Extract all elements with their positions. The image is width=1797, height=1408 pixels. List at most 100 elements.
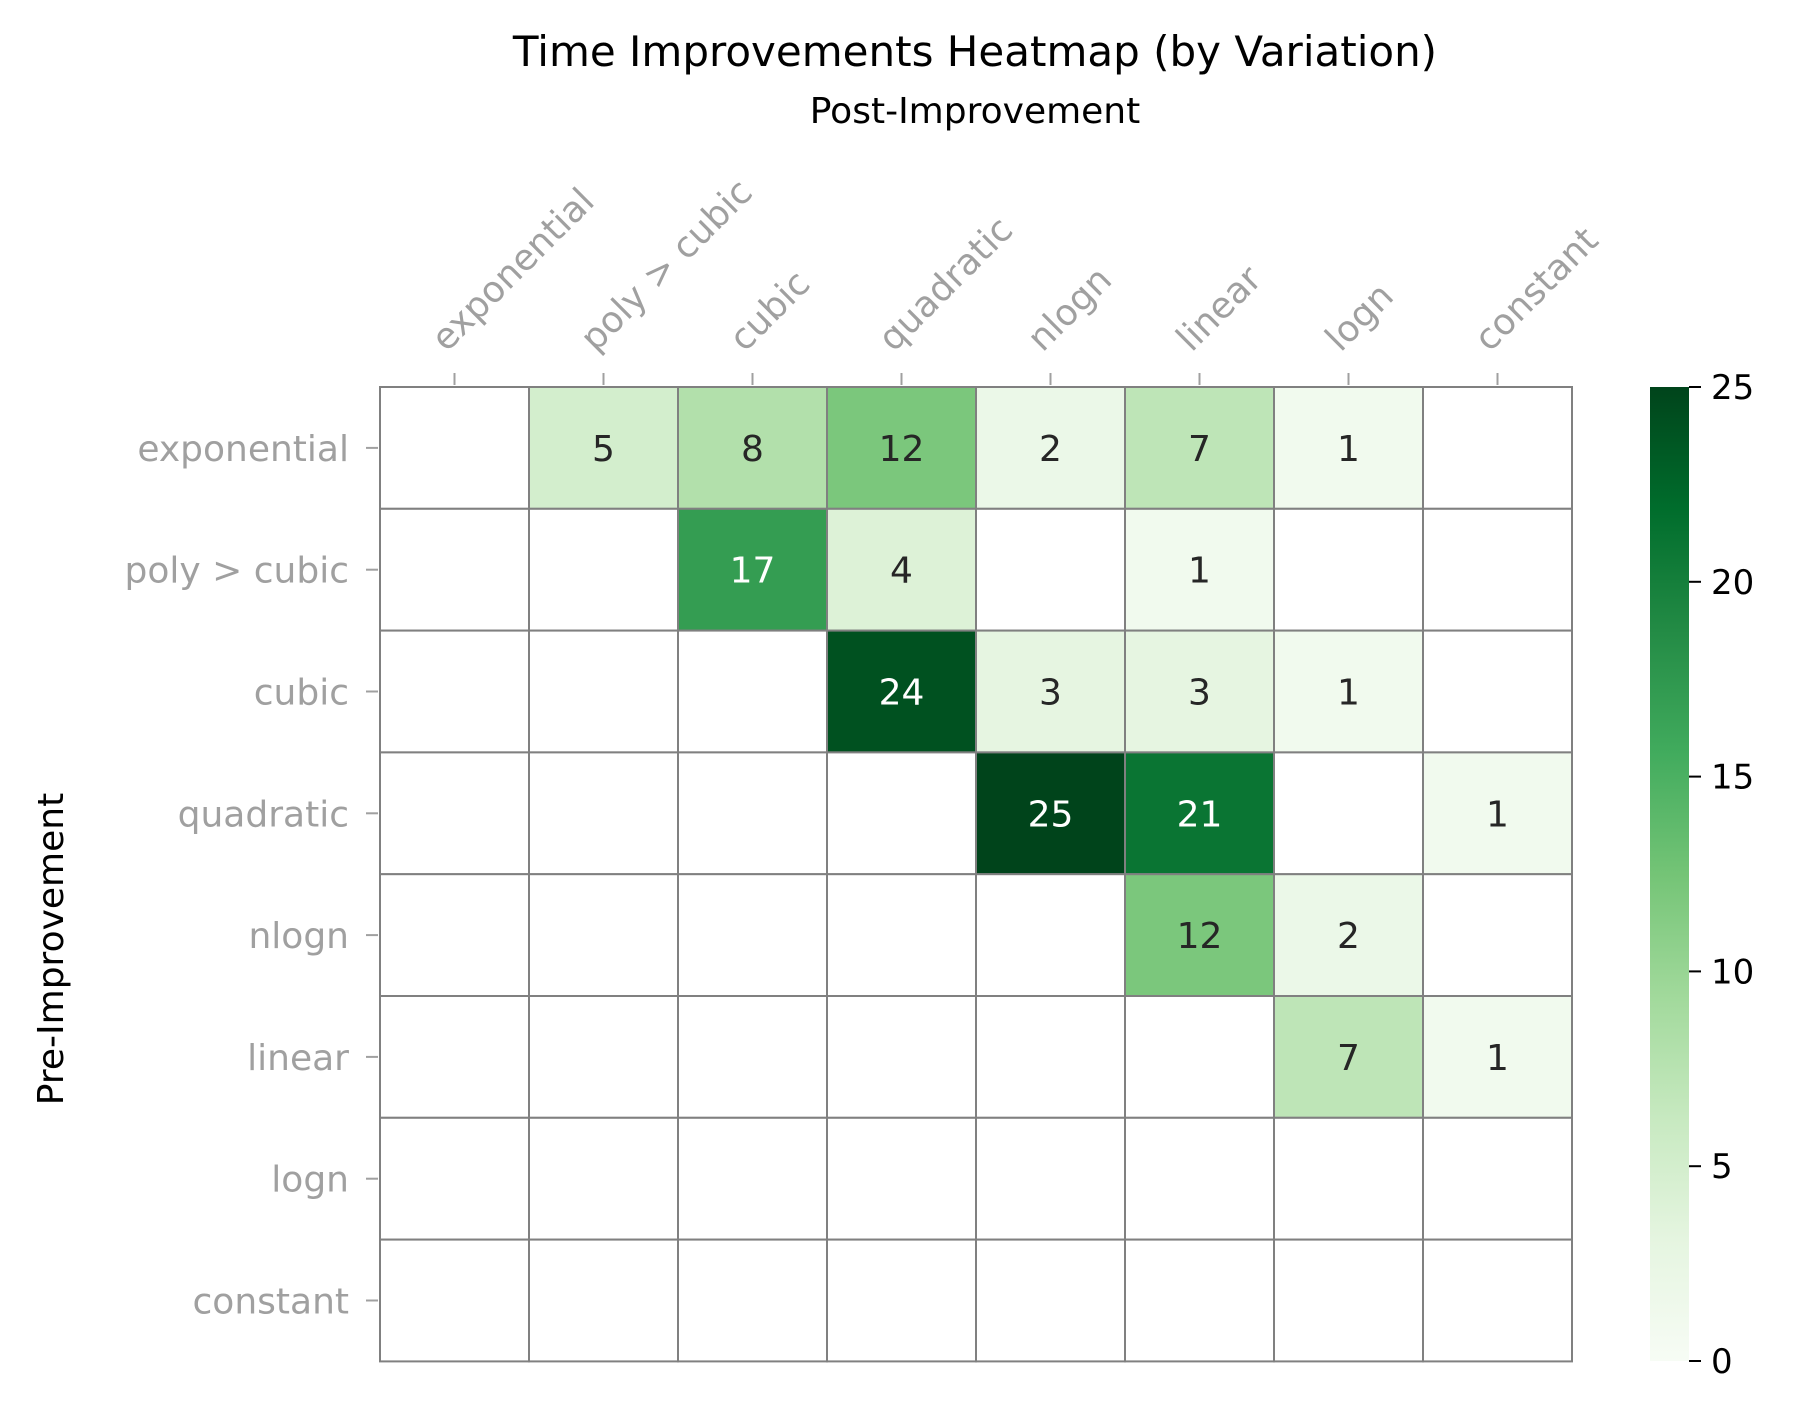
heatmap-cell bbox=[826, 386, 977, 510]
heatmap-cell bbox=[826, 995, 977, 1119]
y-tick-label: constant bbox=[193, 1282, 350, 1323]
x-tick-label: cubic bbox=[722, 263, 818, 359]
heatmap-cell bbox=[528, 1116, 679, 1241]
heatmap-cell bbox=[1124, 1238, 1275, 1363]
heatmap-cell bbox=[379, 751, 530, 876]
x-tick-label: nlogn bbox=[1020, 259, 1120, 359]
heatmap-cell bbox=[379, 1238, 530, 1363]
colorbar-tick-label: 0 bbox=[1711, 1342, 1733, 1382]
heatmap-cell bbox=[826, 751, 977, 876]
heatmap-cell bbox=[379, 873, 530, 998]
heatmap-cell bbox=[1124, 629, 1275, 754]
x-tick-label: linear bbox=[1169, 258, 1270, 359]
heatmap-cell bbox=[1273, 1116, 1424, 1241]
heatmap-cell bbox=[677, 751, 828, 876]
cell-value-label: 2 bbox=[1039, 429, 1062, 470]
colorbar-tick-label: 5 bbox=[1711, 1147, 1733, 1187]
cell-value-label: 1 bbox=[1337, 429, 1360, 470]
heatmap-cell bbox=[1273, 873, 1424, 998]
cell-value-label: 25 bbox=[1028, 794, 1074, 835]
y-tick-label: poly > cubic bbox=[125, 551, 350, 592]
cell-value-label: 5 bbox=[592, 429, 615, 470]
cell-value-label: 3 bbox=[1039, 673, 1062, 714]
heatmap-cell bbox=[528, 873, 679, 998]
heatmap-cell bbox=[975, 386, 1126, 510]
cell-value-label: 12 bbox=[879, 429, 925, 470]
heatmap-cell bbox=[1273, 995, 1424, 1119]
heatmap-cell bbox=[528, 386, 679, 510]
heatmap-cell bbox=[1124, 995, 1275, 1119]
chart-title: Time Improvements Heatmap (by Variation) bbox=[512, 27, 1437, 76]
cell-value-label: 1 bbox=[1188, 551, 1211, 592]
cell-value-label: 1 bbox=[1337, 673, 1360, 714]
heatmap-cell bbox=[1124, 1116, 1275, 1241]
heatmap-cell bbox=[826, 1116, 977, 1241]
heatmap-cell bbox=[975, 995, 1126, 1119]
heatmap-cell bbox=[826, 507, 977, 632]
cell-value-label: 17 bbox=[730, 551, 776, 592]
colorbar: 0 5 10 15 20 25 bbox=[1650, 368, 1754, 1382]
heatmap-cell bbox=[677, 1238, 828, 1363]
y-tick-label: linear bbox=[247, 1038, 349, 1079]
heatmap-cell bbox=[379, 507, 530, 632]
heatmap-cell bbox=[975, 751, 1126, 876]
cell-value-label: 7 bbox=[1337, 1038, 1360, 1079]
heatmap-cell bbox=[1422, 1116, 1573, 1241]
heatmap-cell bbox=[677, 995, 828, 1119]
cell-value-label: 12 bbox=[1177, 916, 1223, 957]
y-tick-label: nlogn bbox=[248, 916, 349, 957]
heatmap-cells: 5 8 12 2 7 1 17 4 1 24 3 3 1 25 21 1 12 2 7 1 bbox=[379, 386, 1573, 1363]
cell-value-label: 1 bbox=[1486, 794, 1509, 835]
heatmap-cell bbox=[379, 386, 530, 510]
cell-value-label: 21 bbox=[1177, 794, 1223, 835]
heatmap-cell bbox=[1273, 507, 1424, 632]
y-tick-group: exponential poly > cubic cubic quadratic nlo… bbox=[125, 429, 378, 1323]
x-tick-label: quadratic bbox=[871, 209, 1021, 359]
heatmap-cell bbox=[975, 1116, 1126, 1241]
colorbar-tick-label: 20 bbox=[1711, 563, 1754, 603]
heatmap-cell bbox=[1124, 873, 1275, 998]
y-tick-label: cubic bbox=[254, 673, 349, 714]
heatmap-cell bbox=[1422, 873, 1573, 998]
x-axis-title: Post-Improvement bbox=[810, 91, 1141, 132]
x-tick-label: logn bbox=[1318, 275, 1402, 359]
heatmap-cell bbox=[1273, 386, 1424, 510]
heatmap-cell bbox=[528, 507, 679, 632]
heatmap-cell bbox=[1422, 629, 1573, 754]
heatmap-cell bbox=[528, 751, 679, 876]
heatmap-cell bbox=[677, 629, 828, 754]
y-tick-label: logn bbox=[271, 1160, 349, 1201]
heatmap-cell bbox=[975, 507, 1126, 632]
cell-value-label: 24 bbox=[879, 673, 925, 714]
cell-value-label: 3 bbox=[1188, 673, 1211, 714]
cell-value-label: 7 bbox=[1188, 429, 1211, 470]
y-axis-title: Pre-Improvement bbox=[31, 793, 72, 1105]
heatmap-cell bbox=[975, 873, 1126, 998]
heatmap-cell bbox=[1273, 1238, 1424, 1363]
heatmap-cell bbox=[379, 995, 530, 1119]
heatmap-cell bbox=[975, 1238, 1126, 1363]
heatmap-cell bbox=[1422, 507, 1573, 632]
heatmap-cell bbox=[528, 995, 679, 1119]
colorbar-tick-label: 15 bbox=[1711, 758, 1754, 798]
heatmap-cell bbox=[1422, 751, 1573, 876]
colorbar-tick-label: 25 bbox=[1711, 368, 1754, 408]
heatmap-cell bbox=[677, 1116, 828, 1241]
cell-value-label: 8 bbox=[741, 429, 764, 470]
heatmap-cell bbox=[1422, 386, 1573, 510]
cell-value-label: 1 bbox=[1486, 1038, 1509, 1079]
heatmap-cell bbox=[826, 873, 977, 998]
heatmap-cell bbox=[677, 386, 828, 510]
colorbar-tick-label: 10 bbox=[1711, 952, 1754, 992]
heatmap-cell bbox=[826, 1238, 977, 1363]
heatmap-cell bbox=[1273, 751, 1424, 876]
y-tick-label: exponential bbox=[137, 429, 349, 470]
heatmap-cell bbox=[379, 1116, 530, 1241]
cell-value-label: 4 bbox=[890, 551, 913, 592]
heatmap-cell bbox=[1422, 1238, 1573, 1363]
x-tick-label: constant bbox=[1467, 220, 1607, 360]
heatmap-cell bbox=[677, 873, 828, 998]
colorbar-gradient bbox=[1650, 387, 1689, 1361]
